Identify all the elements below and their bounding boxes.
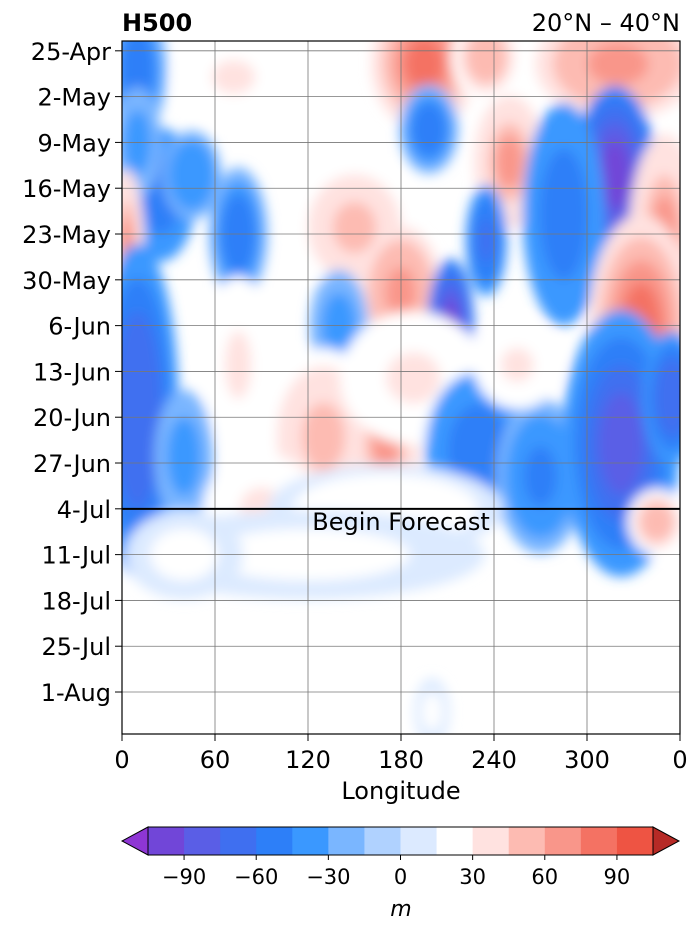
anomaly-contour <box>425 698 439 725</box>
anomaly-blob <box>414 678 450 734</box>
colorbar-segment <box>184 827 221 855</box>
colorbar-segment <box>220 827 257 855</box>
anomaly-blob <box>535 41 680 120</box>
y-tick-label: 6-Jun <box>48 313 111 341</box>
colorbar-segment <box>400 827 438 855</box>
anomaly-contour <box>478 219 494 262</box>
colorbar-segment <box>256 827 293 855</box>
colorbar-segment <box>436 827 474 855</box>
y-tick-label: 20-Jun <box>33 404 111 432</box>
colorbar-tick-label: 30 <box>459 865 486 889</box>
colorbar-segment <box>580 827 618 855</box>
x-tick-label: 120 <box>285 746 331 774</box>
colorbar-segment <box>544 827 582 855</box>
anomaly-contour <box>404 41 444 90</box>
x-tick-label: 60 <box>200 746 231 774</box>
anomaly-contour <box>332 201 377 253</box>
y-tick-label: 27-Jun <box>33 450 111 478</box>
y-tick-label: 1-Aug <box>41 679 111 707</box>
y-tick-label: 4-Jul <box>57 496 111 524</box>
x-tick-label: 0 <box>672 746 687 774</box>
anomaly-contour <box>500 347 534 382</box>
anomaly-contour <box>301 402 346 471</box>
anomaly-contour <box>587 42 649 86</box>
x-tick-label: 0 <box>114 746 129 774</box>
forecast-annotation: Begin Forecast <box>312 508 490 536</box>
colorbar-extend-low <box>120 826 149 856</box>
anomaly-contour <box>173 430 195 482</box>
chart-title-left: H500 <box>122 9 192 37</box>
x-axis-label: Longitude <box>341 777 460 805</box>
anomaly-contour <box>548 171 579 257</box>
y-tick-label: 25-Apr <box>31 38 111 66</box>
anomaly-contour <box>645 509 668 535</box>
colorbar-tick-label: 60 <box>531 865 558 889</box>
anomaly-blob <box>154 389 214 524</box>
colorbar-label: m <box>390 897 411 922</box>
y-tick-label: 16-May <box>22 175 111 203</box>
colorbar-extend-high <box>652 826 681 856</box>
anomaly-contour <box>473 41 500 75</box>
anomaly-contour <box>599 141 631 210</box>
colorbar-tick-label: −30 <box>306 865 350 889</box>
anomaly-blob <box>174 41 293 122</box>
colorbar-segment <box>148 827 185 855</box>
x-tick-label: 240 <box>471 746 517 774</box>
anomaly-contour <box>386 352 441 404</box>
x-tick-label: 180 <box>378 746 424 774</box>
anomaly-blob <box>450 41 522 102</box>
anomaly-blob <box>162 130 222 220</box>
anomaly-contour <box>211 59 256 94</box>
colorbar-segment <box>328 827 365 855</box>
chart-title-right: 20°N – 40°N <box>532 9 680 37</box>
colorbar-tick-label: −60 <box>234 865 278 889</box>
anomaly-contour <box>122 346 153 475</box>
y-tick-label: 25-Jul <box>42 633 112 661</box>
anomaly-contour <box>661 372 680 424</box>
anomaly-blob <box>642 330 680 465</box>
y-tick-label: 2-May <box>37 84 111 112</box>
colorbar-tick-label: −90 <box>162 865 206 889</box>
anomaly-blob <box>202 275 274 454</box>
y-tick-label: 11-Jul <box>42 542 112 570</box>
x-tick-label: 300 <box>564 746 610 774</box>
anomaly-contour <box>524 446 557 506</box>
anomaly-blob <box>627 488 680 556</box>
y-tick-label: 30-May <box>22 267 111 295</box>
anomaly-contour <box>180 158 203 193</box>
anomaly-contour <box>599 392 643 495</box>
y-tick-label: 13-Jun <box>33 358 111 386</box>
colorbar-segment <box>616 827 654 855</box>
anomaly-contour <box>458 420 499 480</box>
colorbar-segment <box>472 827 510 855</box>
anomaly-blob <box>473 320 562 410</box>
colorbar-segment <box>364 827 401 855</box>
colorbar-segment <box>292 827 329 855</box>
anomaly-blob <box>399 84 459 174</box>
colorbar-segment <box>508 827 546 855</box>
anomaly-blob <box>465 184 507 297</box>
plot-area <box>122 41 680 734</box>
anomaly-blob <box>522 103 605 326</box>
colorbar: −90 −60 −30 0 30 60 90 <box>120 826 681 889</box>
anomaly-contour <box>496 136 523 188</box>
y-tick-label: 18-Jul <box>42 587 112 615</box>
anomaly-contour <box>225 330 252 399</box>
anomaly-contour <box>126 44 149 96</box>
y-tick-label: 23-May <box>22 221 111 249</box>
colorbar-tick-label: 90 <box>604 865 631 889</box>
colorbar-tick-label: 0 <box>394 865 407 889</box>
y-axis-ticks: 25-Apr 2-May 9-May 16-May 23-May 30-May 6-Jun 1… <box>22 38 122 707</box>
x-axis-ticks: 0 60 120 180 240 300 0 <box>114 734 688 774</box>
y-tick-label: 9-May <box>37 129 111 157</box>
anomaly-contour <box>418 112 440 147</box>
